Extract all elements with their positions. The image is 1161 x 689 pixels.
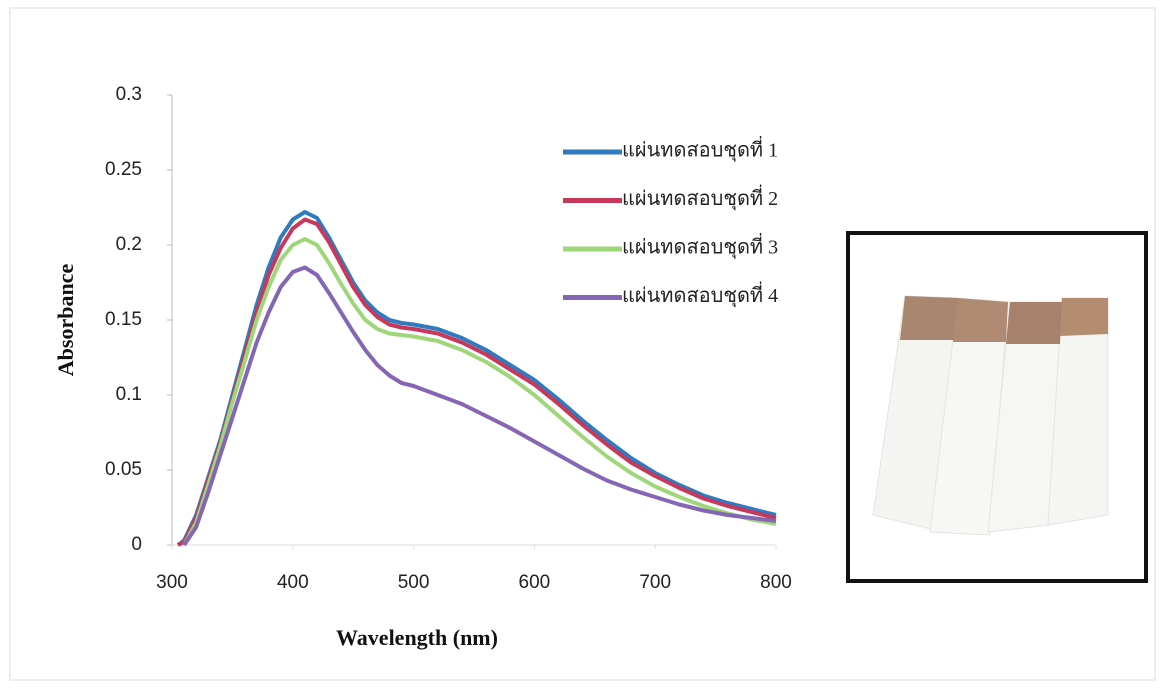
series-line bbox=[176, 210, 777, 547]
series-line bbox=[182, 265, 777, 547]
y-tick-label: 0.05 bbox=[105, 459, 142, 480]
frame bbox=[9, 7, 1156, 681]
y-tick-label: 0.3 bbox=[116, 84, 142, 105]
legend-label: แผ่นทดสอบชุดที่ 2 bbox=[622, 184, 778, 211]
legend-label: แผ่นทดสอบชุดที่ 3 bbox=[622, 233, 778, 260]
x-tick-label: 500 bbox=[398, 572, 430, 593]
x-axis-title: Wavelength (nm) bbox=[336, 625, 498, 650]
y-tick-label: 0.15 bbox=[105, 309, 142, 330]
y-tick-label: 0.25 bbox=[105, 159, 142, 180]
x-tick-label: 300 bbox=[156, 572, 188, 593]
y-tick-label: 0 bbox=[131, 534, 142, 555]
photo-inset bbox=[846, 231, 1148, 583]
legend-label: แผ่นทดสอบชุดที่ 4 bbox=[622, 281, 778, 308]
x-tick-label: 600 bbox=[519, 572, 551, 593]
series-line bbox=[182, 237, 777, 546]
x-tick-label: 400 bbox=[277, 572, 309, 593]
y-tick-label: 0.1 bbox=[116, 384, 142, 405]
x-tick-label: 800 bbox=[760, 572, 792, 593]
legend-label: แผ่นทดสอบชุดที่ 1 bbox=[622, 136, 778, 163]
y-tick-label: 0.2 bbox=[116, 234, 142, 255]
y-axis-title: Absorbance bbox=[53, 264, 78, 377]
x-tick-label: 700 bbox=[639, 572, 671, 593]
